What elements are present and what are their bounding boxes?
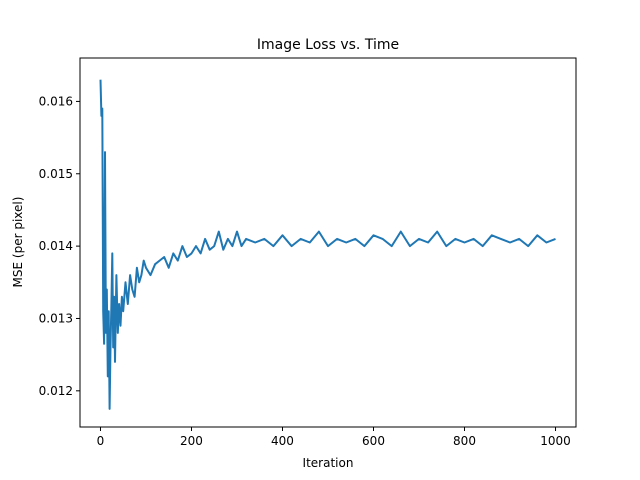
y-tick-label: 0.014 bbox=[39, 239, 73, 253]
x-tick-label: 800 bbox=[453, 434, 476, 448]
x-tick-label: 400 bbox=[271, 434, 294, 448]
x-axis-label: Iteration bbox=[303, 456, 354, 470]
y-tick-label: 0.012 bbox=[39, 384, 73, 398]
y-tick-label: 0.013 bbox=[39, 311, 73, 325]
x-tick-label: 200 bbox=[180, 434, 203, 448]
plot-area-frame bbox=[79, 57, 577, 428]
x-tick-label: 0 bbox=[97, 434, 105, 448]
series-layer bbox=[99, 79, 556, 410]
series-line-0 bbox=[99, 79, 556, 410]
x-axis-ticks: 0 200 400 600 800 1000 bbox=[97, 427, 571, 448]
chart-title: Image Loss vs. Time bbox=[257, 37, 399, 53]
y-tick-label: 0.016 bbox=[39, 94, 73, 108]
x-tick-label: 1000 bbox=[540, 434, 571, 448]
y-axis-label: MSE (per pixel) bbox=[11, 197, 25, 288]
x-tick-label: 600 bbox=[362, 434, 385, 448]
y-axis-ticks: 0.012 0.013 0.014 0.015 0.016 bbox=[39, 94, 80, 398]
y-tick-label: 0.015 bbox=[39, 167, 73, 181]
